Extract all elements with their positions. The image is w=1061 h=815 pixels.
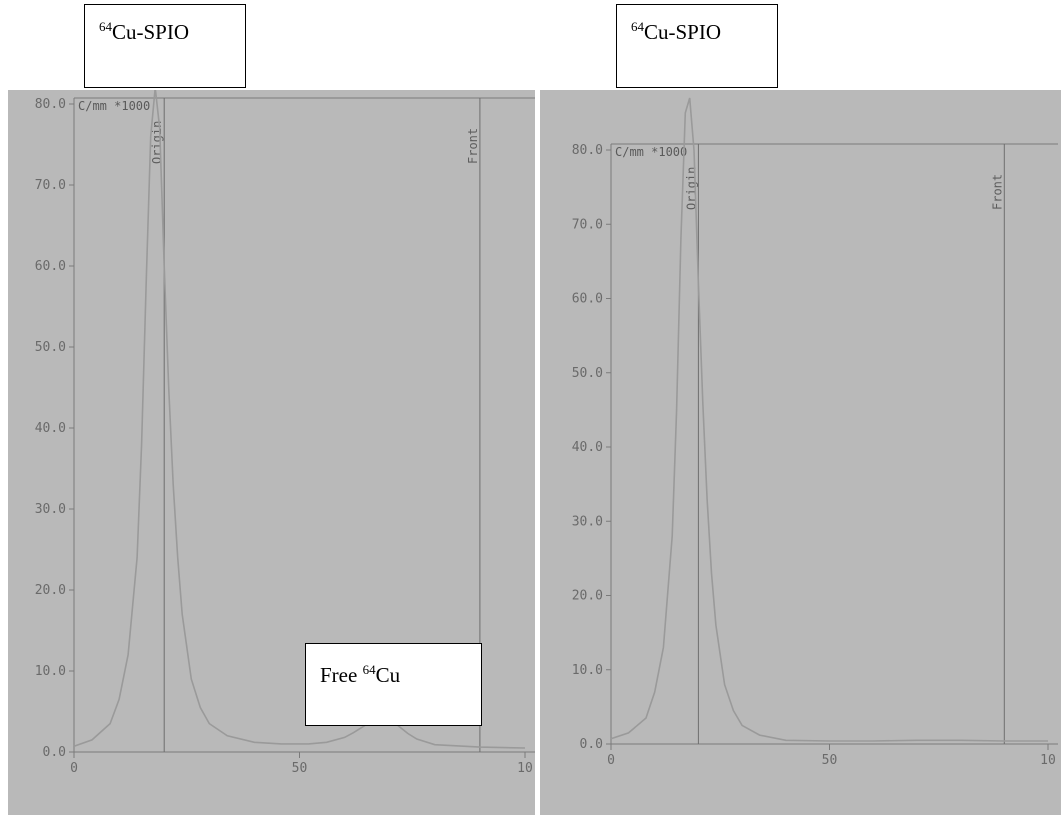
label-box-free-cu: Free 64Cu (305, 643, 482, 726)
x-tick-label: 0 (607, 753, 615, 768)
x-tick-label: 0 (70, 761, 78, 776)
x-tick-label: 50 (292, 761, 308, 776)
y-tick-label: 30.0 (572, 514, 603, 529)
chromatogram-chart-left: 0.0 10.0 20.0 30.0 40.0 50.0 60.0 70.0 80.0 0 50 10… (35, 90, 535, 776)
y-tick-label: 20.0 (35, 583, 66, 598)
chromatogram-chart-right: 0.0 10.0 20.0 30.0 40.0 50.0 60.0 70.0 80.0 0 50 10… (572, 97, 1058, 768)
label-prefix: Free (320, 663, 363, 687)
label-superscript: 64 (631, 19, 644, 34)
chromatogram-panel-left: 0.0 10.0 20.0 30.0 40.0 50.0 60.0 70.0 80.0 0 50 10… (8, 90, 535, 815)
y-tick-label: 0.0 (580, 737, 603, 752)
label-text: Cu-SPIO (112, 20, 190, 44)
y-tick-label: 40.0 (572, 440, 603, 455)
label-superscript: 64 (362, 662, 376, 677)
label-text: Cu (375, 663, 401, 687)
x-tick-label: 50 (822, 753, 838, 768)
y-tick-label: 80.0 (572, 143, 603, 158)
y-tick-label: 40.0 (35, 421, 66, 436)
label-box-cu-spio-left: 64Cu-SPIO (84, 4, 246, 88)
y-tick-label: 10.0 (35, 664, 66, 679)
y-tick-label: 50.0 (572, 366, 603, 381)
y-tick-label: 0.0 (43, 745, 66, 760)
y-tick-label: 30.0 (35, 502, 66, 517)
marker-label-front: Front (990, 174, 1004, 210)
y-tick-label: 70.0 (35, 178, 66, 193)
chromatogram-panel-right: 0.0 10.0 20.0 30.0 40.0 50.0 60.0 70.0 80.0 0 50 10… (540, 90, 1061, 815)
y-tick-label: 50.0 (35, 340, 66, 355)
y-tick-label: 60.0 (572, 292, 603, 307)
y-tick-label: 60.0 (35, 259, 66, 274)
label-superscript: 64 (99, 19, 112, 34)
label-text: Cu-SPIO (644, 20, 722, 44)
y-tick-label: 10.0 (572, 663, 603, 678)
y-tick-label: 70.0 (572, 217, 603, 232)
x-tick-label: 10 (517, 761, 533, 776)
y-tick-label: 20.0 (572, 589, 603, 604)
x-tick-label: 10 (1040, 753, 1056, 768)
marker-label-front: Front (466, 128, 480, 164)
label-box-cu-spio-right: 64Cu-SPIO (616, 4, 778, 88)
y-tick-label: 80.0 (35, 97, 66, 112)
series-line (610, 97, 1048, 742)
unit-label: C/mm *1000 (78, 99, 150, 113)
unit-label: C/mm *1000 (615, 145, 687, 159)
